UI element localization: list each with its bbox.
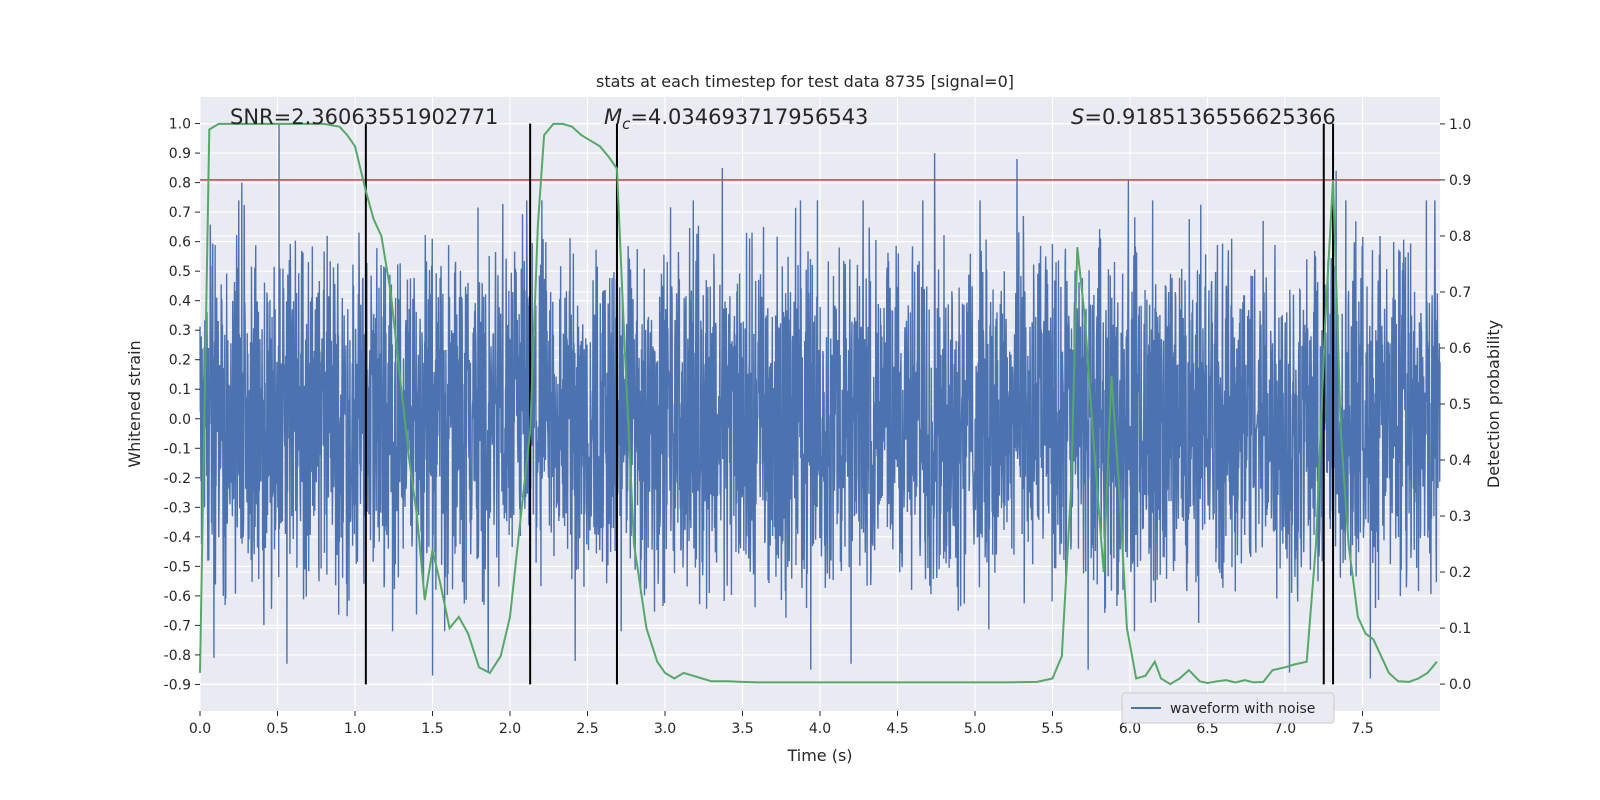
chart-title: stats at each timestep for test data 873… xyxy=(596,72,1014,91)
y-axis-right-label: Detection probability xyxy=(1484,320,1503,488)
mc-subscript: c xyxy=(622,115,631,133)
x-tick-label: 0.0 xyxy=(189,721,211,737)
probability-line xyxy=(199,122,1438,686)
y-right-tick-label: 0.5 xyxy=(1449,397,1471,413)
y-left-tick-label: 0.9 xyxy=(169,146,191,162)
x-tick-label: 1.0 xyxy=(344,721,366,737)
x-tick-label: 4.5 xyxy=(886,721,908,737)
y-left-tick-label: 0.1 xyxy=(169,382,191,398)
y-left-tick-label: 0.0 xyxy=(169,412,191,428)
x-tick-label: 2.5 xyxy=(576,721,598,737)
x-tick-label: 6.5 xyxy=(1196,721,1218,737)
overlay-lines xyxy=(200,123,1440,685)
x-tick-label: 1.5 xyxy=(421,721,443,737)
y-right-tick-label: 0.3 xyxy=(1449,509,1471,525)
y-left-tick-label: 0.6 xyxy=(169,235,191,251)
y-left-tick-label: -0.3 xyxy=(164,500,191,516)
y-left-tick-label: 0.4 xyxy=(169,294,191,310)
y-right-tick-label: 0.9 xyxy=(1449,173,1471,189)
y-left-tick-label: 1.0 xyxy=(169,117,191,133)
y-left-tick-label: -0.6 xyxy=(164,589,191,605)
x-tick-label: 3.5 xyxy=(731,721,753,737)
y-right-tick-label: 0.6 xyxy=(1449,341,1471,357)
y-left-tick-label: -0.5 xyxy=(164,559,191,575)
y-left-tick-label: -0.1 xyxy=(164,441,191,457)
x-tick-label: 5.5 xyxy=(1041,721,1063,737)
y-left-tick-label: 0.3 xyxy=(169,323,191,339)
x-tick-label: 0.5 xyxy=(266,721,288,737)
y-left-tick-label: -0.9 xyxy=(164,677,191,693)
waveform-line xyxy=(199,123,1441,679)
y-right-tick-label: 0.2 xyxy=(1449,565,1471,581)
x-tick-label: 2.0 xyxy=(499,721,521,737)
y-right-tick-label: 1.0 xyxy=(1449,117,1471,133)
legend-entry: waveform with noise xyxy=(1170,701,1315,717)
x-tick-label: 4.0 xyxy=(809,721,831,737)
y-right-tick-label: 0.1 xyxy=(1449,621,1471,637)
y-left-tick-label: -0.8 xyxy=(164,648,191,664)
legend-box xyxy=(1121,692,1335,724)
x-tick-label: 5.0 xyxy=(964,721,986,737)
axes: 0.0 0.5 1.0 1.5 2.0 2.5 3.0 3.5 4.0 4.5 5.0 5.5 6.0 6… xyxy=(164,117,1472,737)
mc-symbol: M xyxy=(604,105,622,129)
y-left-tick-label: 0.8 xyxy=(169,176,191,192)
snr-annotation: SNR=2.36063551902771 xyxy=(230,105,498,129)
y-right-tick-label: 0.4 xyxy=(1449,453,1471,469)
x-tick-label: 7.0 xyxy=(1274,721,1296,737)
y-left-tick-label: -0.7 xyxy=(164,618,191,634)
probability-series xyxy=(199,122,1438,686)
s-annotation: S=0.9185136556625366 xyxy=(1071,105,1336,129)
legend: waveform with noise xyxy=(1121,692,1335,724)
x-axis-label: Time (s) xyxy=(786,746,852,765)
y-left-tick-label: -0.4 xyxy=(164,530,191,546)
s-symbol: S xyxy=(1071,105,1084,129)
y-axis-left-label: Whitened strain xyxy=(125,340,144,467)
y-left-tick-label: 0.2 xyxy=(169,353,191,369)
mc-value: =4.034693717956543 xyxy=(630,105,868,129)
x-tick-label: 3.0 xyxy=(654,721,676,737)
y-right-tick-label: 0.0 xyxy=(1449,677,1471,693)
y-left-tick-label: 0.7 xyxy=(169,205,191,221)
y-left-tick-label: 0.5 xyxy=(169,264,191,280)
y-left-tick-label: -0.2 xyxy=(164,471,191,487)
s-value: =0.9185136556625366 xyxy=(1084,105,1335,129)
x-tick-label: 7.5 xyxy=(1351,721,1373,737)
y-right-tick-label: 0.7 xyxy=(1449,285,1471,301)
mc-annotation: Mc=4.034693717956543 xyxy=(604,105,868,133)
waveform-series xyxy=(199,123,1441,679)
x-tick-label: 6.0 xyxy=(1119,721,1141,737)
y-right-tick-label: 0.8 xyxy=(1449,229,1471,245)
